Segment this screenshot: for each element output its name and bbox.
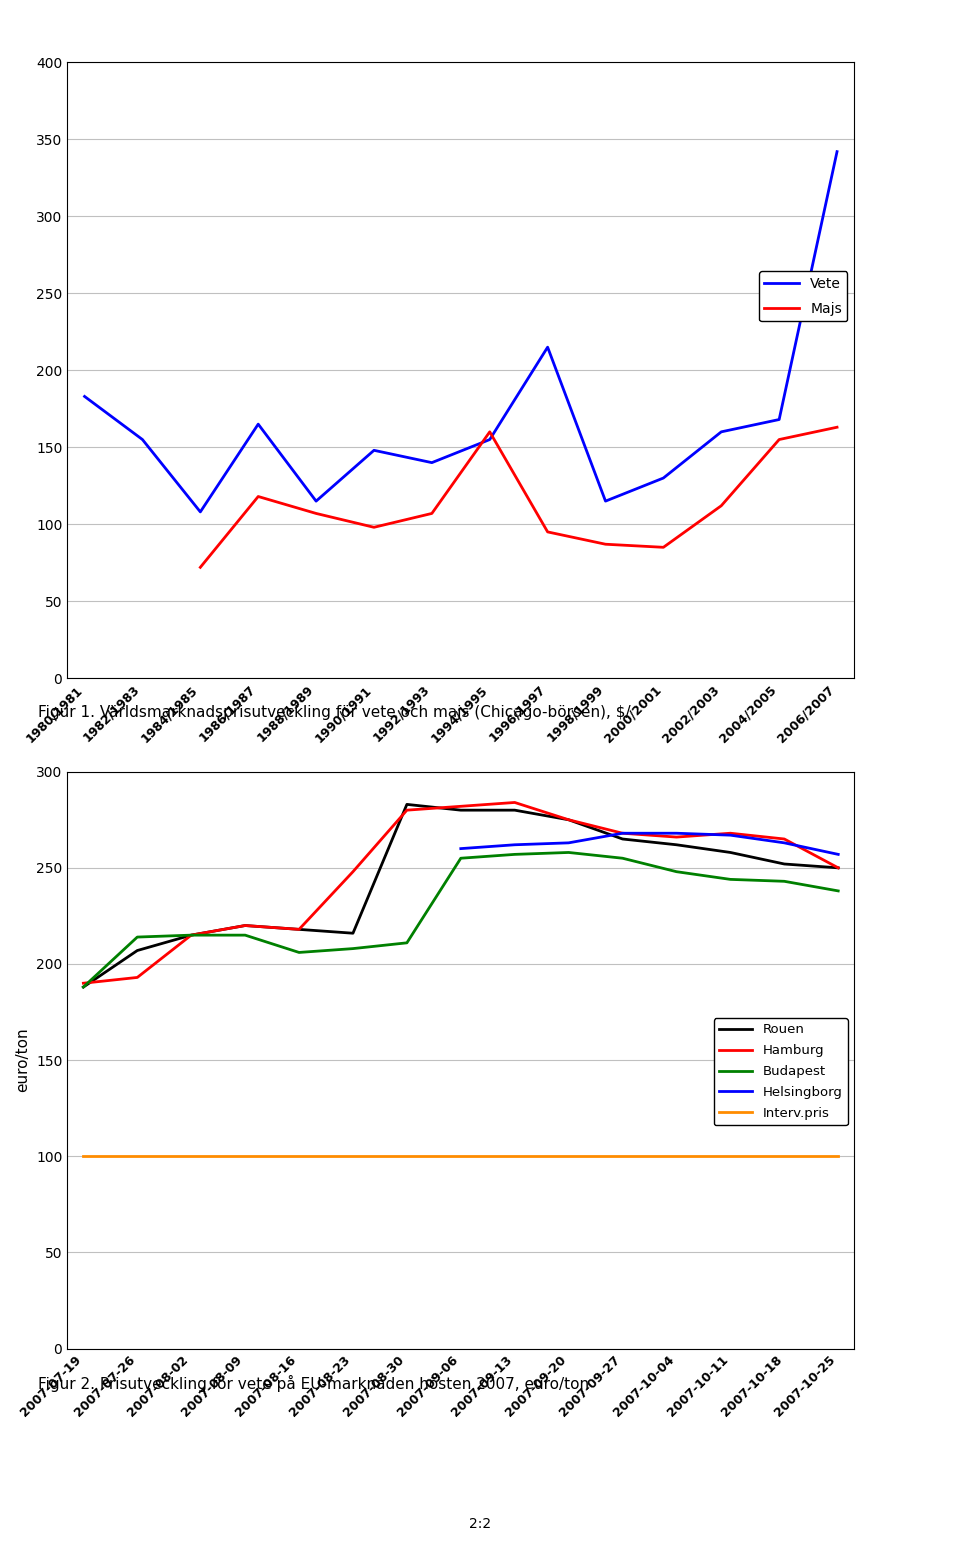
Text: 2:2: 2:2 xyxy=(468,1517,492,1531)
Legend: Vete, Majs: Vete, Majs xyxy=(758,271,848,321)
Text: Figur 2. Prisutveckling för vete på EU-marknaden hösten 2007, euro/ton: Figur 2. Prisutveckling för vete på EU-m… xyxy=(38,1375,589,1392)
Text: Figur 1. Världsmarknadsprisutveckling för vete och majs (Chicago-börsen), $/: Figur 1. Världsmarknadsprisutveckling fö… xyxy=(38,705,631,720)
Legend: Rouen, Hamburg, Budapest, Helsingborg, Interv.pris: Rouen, Hamburg, Budapest, Helsingborg, I… xyxy=(714,1018,848,1126)
Y-axis label: euro/ton: euro/ton xyxy=(15,1027,31,1093)
